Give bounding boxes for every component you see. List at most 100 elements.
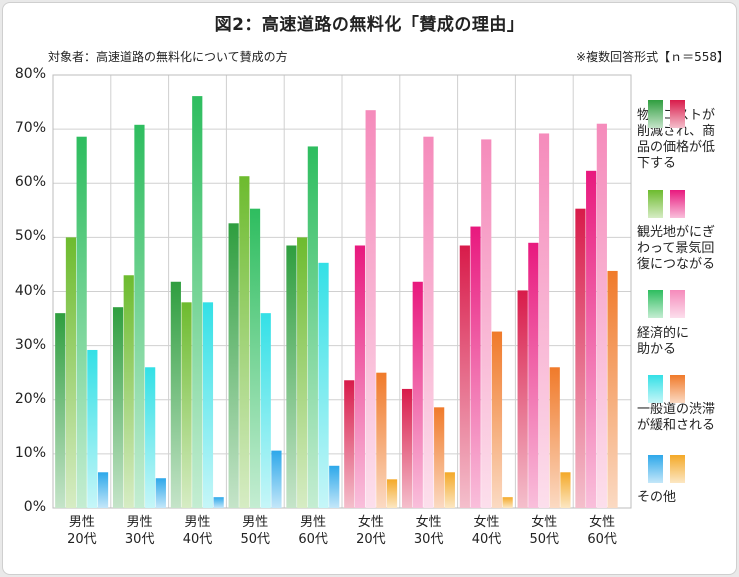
legend-swatch-female xyxy=(670,190,685,218)
x-category-label: 男性 50代 xyxy=(225,514,285,548)
bar xyxy=(76,136,87,508)
x-category-line: 30代 xyxy=(413,532,444,547)
bar xyxy=(123,275,134,508)
x-category-label: 女性 50代 xyxy=(514,514,574,548)
bar xyxy=(286,245,297,508)
x-category-label: 女性 30代 xyxy=(399,514,459,548)
bar xyxy=(528,242,539,508)
bar xyxy=(459,245,470,508)
bar xyxy=(560,472,571,508)
legend-swatch-male xyxy=(648,190,663,218)
x-category-line: 60代 xyxy=(587,532,617,547)
y-tick-label: 80% xyxy=(14,66,46,82)
x-category-line: 20代 xyxy=(356,532,386,547)
legend-label-line: その他 xyxy=(637,490,677,505)
bar xyxy=(155,478,166,508)
y-tick-label: 70% xyxy=(14,120,46,137)
bar xyxy=(596,123,607,509)
x-category-label: 男性 60代 xyxy=(283,514,343,548)
x-category-line: 男性 xyxy=(300,515,327,530)
bar xyxy=(192,96,203,508)
legend-label-line: わって景気回 xyxy=(637,241,715,256)
bar xyxy=(575,208,586,508)
bar xyxy=(502,497,513,508)
x-category-line: 20代 xyxy=(67,532,97,547)
legend-label-line: 復につながる xyxy=(637,257,716,272)
legend-swatch-female xyxy=(670,290,685,318)
bar xyxy=(170,281,181,508)
bar xyxy=(213,497,224,508)
bar xyxy=(354,245,366,508)
bar xyxy=(491,331,503,508)
bar xyxy=(538,133,550,508)
x-category-line: 40代 xyxy=(471,532,502,547)
gridlines xyxy=(52,74,632,509)
legend-label: その他 xyxy=(637,490,737,506)
legend-label-line: 助かる xyxy=(637,342,677,357)
x-category-line: 50代 xyxy=(529,532,560,547)
bar xyxy=(65,237,77,508)
legend-label-line: 一般道の渋滞 xyxy=(637,402,716,417)
y-tick-label: 30% xyxy=(14,336,46,353)
x-category-line: 女性 xyxy=(415,515,442,530)
chart-subtitle: 対象者：高速道路の無料化について賛成の方 xyxy=(48,50,288,64)
y-tick-label: 0% xyxy=(23,499,46,515)
x-category-label: 男性 40代 xyxy=(168,514,228,548)
bar xyxy=(271,450,282,508)
legend-label-line: 経済的に xyxy=(637,326,690,341)
bar xyxy=(470,226,481,509)
bar xyxy=(202,302,214,508)
legend-swatch-female xyxy=(670,455,685,483)
legend-label-line: が緩和される xyxy=(637,418,716,433)
y-tick-label: 20% xyxy=(14,390,46,407)
y-tick-label: 40% xyxy=(14,282,46,299)
bar xyxy=(249,208,261,508)
x-category-line: 女性 xyxy=(473,515,500,530)
x-category-line: 60代 xyxy=(298,532,328,547)
legend-label: 観光地がにぎ わって景気回 復につながる xyxy=(637,225,737,273)
bar xyxy=(586,170,597,508)
bar xyxy=(412,281,423,508)
bar xyxy=(365,110,376,509)
y-tick-label: 10% xyxy=(14,444,46,461)
bar xyxy=(97,472,109,508)
chart-title: 図2：高速道路の無料化「賛成の理由」 xyxy=(214,15,525,35)
bar xyxy=(112,307,124,508)
legend-swatch-male xyxy=(648,375,663,403)
bar xyxy=(376,372,387,508)
bar xyxy=(423,136,434,508)
bar xyxy=(329,465,340,508)
bar xyxy=(228,223,239,509)
bar xyxy=(517,290,528,508)
x-category-label: 女性 20代 xyxy=(341,514,401,548)
legend-label: 経済的に 助かる xyxy=(637,326,737,358)
legend-swatch-female xyxy=(670,375,685,403)
bar xyxy=(401,388,413,508)
x-category-line: 男性 xyxy=(68,515,95,530)
y-tick-label: 50% xyxy=(14,228,46,245)
legend-swatch-female xyxy=(670,100,685,128)
x-category-line: 女性 xyxy=(589,515,616,530)
bars xyxy=(55,96,618,509)
legend-label-line: 下する xyxy=(637,156,677,171)
x-category-line: 30代 xyxy=(124,532,155,547)
bar xyxy=(386,479,398,508)
plot-border xyxy=(52,74,632,509)
x-category-line: 40代 xyxy=(182,532,213,547)
bar xyxy=(344,380,355,508)
legend-label: 一般道の渋滞 が緩和される xyxy=(637,402,737,434)
x-category-line: 女性 xyxy=(357,515,384,530)
legend-swatch-male xyxy=(648,290,663,318)
legend-label-line: 観光地がにぎ xyxy=(637,225,716,240)
bar xyxy=(260,313,271,508)
x-category-label: 女性 60代 xyxy=(572,514,632,548)
bar xyxy=(87,349,98,508)
bar xyxy=(297,237,308,508)
y-tick-label: 60% xyxy=(14,174,46,191)
bar xyxy=(55,313,66,508)
bar xyxy=(481,139,492,508)
legend-swatches xyxy=(648,100,685,483)
legend-swatch-male xyxy=(648,100,663,128)
bar xyxy=(181,302,192,508)
